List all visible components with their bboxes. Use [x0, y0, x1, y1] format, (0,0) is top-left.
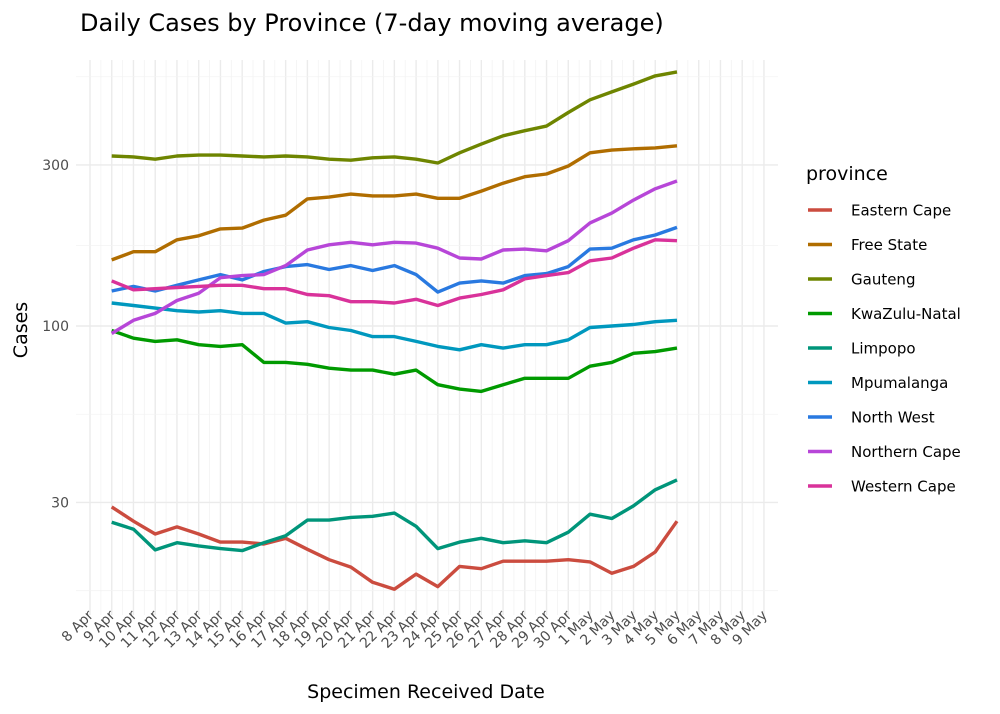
chart-title: Daily Cases by Province (7-day moving av…: [80, 9, 664, 37]
series-line-free-state: [111, 144, 678, 262]
y-axis-ticks: 30 100 300: [42, 158, 69, 512]
legend-label: Western Cape: [851, 478, 956, 496]
y-tick-label: 100: [42, 319, 69, 335]
grid: [76, 60, 778, 615]
y-axis-title: Cases: [10, 302, 32, 358]
legend-title: province: [806, 163, 888, 185]
series-line-eastern-cape: [110, 505, 679, 591]
series-lines: [110, 70, 679, 591]
legend-item: Mpumalanga: [808, 374, 948, 392]
x-axis-title: Specimen Received Date: [307, 681, 545, 703]
legend-label: KwaZulu-Natal: [851, 305, 961, 323]
legend-item: Western Cape: [808, 478, 956, 496]
series-line-mpumalanga: [111, 301, 678, 352]
legend-label: Mpumalanga: [851, 374, 948, 392]
series-line-north-west: [111, 225, 678, 294]
y-tick-label: 30: [51, 495, 69, 511]
series-line-limpopo: [111, 478, 678, 553]
legend-item: Limpopo: [808, 340, 916, 358]
legend: province Eastern Cape Free State Gauteng Kw…: [806, 163, 961, 496]
series-line-western-cape: [111, 238, 678, 308]
legend-item: Eastern Cape: [808, 202, 951, 220]
legend-label: Free State: [851, 236, 927, 254]
legend-label: North West: [851, 409, 935, 427]
y-tick-label: 300: [42, 158, 69, 174]
legend-item: Free State: [808, 236, 927, 254]
series-line-northern-cape: [110, 179, 678, 335]
legend-label: Limpopo: [851, 340, 916, 358]
legend-item: KwaZulu-Natal: [808, 305, 961, 323]
legend-label: Eastern Cape: [851, 202, 951, 220]
legend-label: Gauteng: [851, 271, 915, 289]
series-line-gauteng: [111, 70, 678, 165]
legend-item: North West: [808, 409, 935, 427]
legend-item: Gauteng: [808, 271, 915, 289]
legend-label: Northern Cape: [851, 443, 961, 461]
legend-item: Northern Cape: [808, 443, 961, 461]
series-line-kwazulu-natal: [111, 328, 678, 394]
